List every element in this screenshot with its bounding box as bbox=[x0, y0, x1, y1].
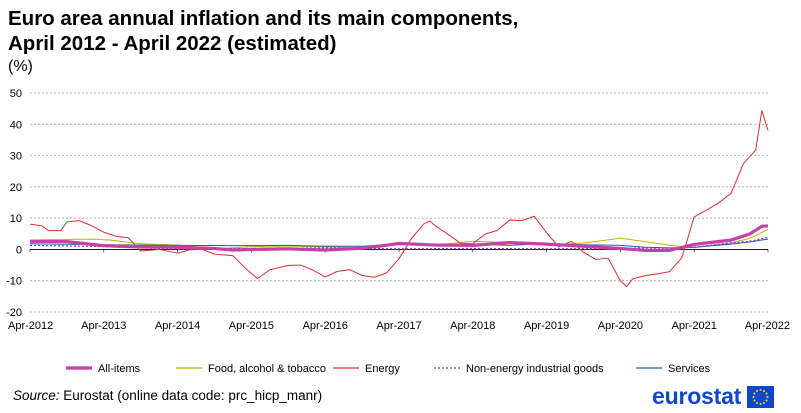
y-tick-label: 50 bbox=[10, 88, 22, 100]
flag-star bbox=[752, 395, 755, 398]
legend-label: Non-energy industrial goods bbox=[466, 363, 604, 375]
y-tick-label: 0 bbox=[16, 244, 22, 256]
y-tick-label: 20 bbox=[10, 182, 22, 194]
x-tick-label: Apr-2016 bbox=[303, 320, 348, 332]
source-text: Eurostat (online data code: prc_hicp_man… bbox=[59, 388, 323, 403]
flag-star bbox=[765, 399, 768, 401]
source-label: Source: bbox=[13, 388, 60, 403]
x-tick-label: Apr-2018 bbox=[450, 320, 495, 332]
flag-star bbox=[756, 401, 759, 404]
y-tick-label: 30 bbox=[10, 151, 22, 163]
flag-star bbox=[763, 401, 766, 404]
x-tick-label: Apr-2012 bbox=[8, 320, 53, 332]
y-tick-label: 40 bbox=[10, 119, 22, 131]
x-tick-label: Apr-2022 bbox=[745, 320, 790, 332]
y-tick-label: 10 bbox=[10, 213, 22, 225]
x-tick-label: Apr-2017 bbox=[376, 320, 421, 332]
eurostat-logo: eurostat bbox=[652, 383, 775, 410]
logo-text: eurostat bbox=[652, 383, 742, 409]
x-tick-label: Apr-2021 bbox=[672, 320, 717, 332]
flag-star bbox=[753, 392, 756, 394]
flag-star bbox=[765, 392, 768, 394]
flag-star bbox=[756, 389, 759, 392]
chart-title: Euro area annual inflation and its main … bbox=[8, 6, 518, 56]
x-tick-label: Apr-2013 bbox=[81, 320, 126, 332]
series-line-non-energy-industrial-goods bbox=[29, 236, 769, 250]
x-tick-label: Apr-2019 bbox=[524, 320, 569, 332]
y-tick-label: -20 bbox=[6, 307, 22, 319]
flag-star bbox=[763, 389, 766, 392]
y-tick-label: -10 bbox=[6, 276, 22, 288]
flag-star bbox=[759, 402, 762, 405]
legend-label: Food, alcohol & tobacco bbox=[208, 363, 326, 375]
flag-star bbox=[766, 395, 769, 398]
x-tick-label: Apr-2015 bbox=[229, 320, 274, 332]
series-line-energy bbox=[29, 110, 769, 288]
flag-star bbox=[753, 399, 756, 401]
title-line-2: April 2012 - April 2022 (estimated) bbox=[8, 32, 337, 55]
x-tick-label: Apr-2020 bbox=[598, 320, 643, 332]
title-line-1: Euro area annual inflation and its main … bbox=[8, 7, 519, 30]
legend-label: All-items bbox=[98, 363, 141, 375]
x-tick-label: Apr-2014 bbox=[155, 320, 200, 332]
series-line-all-items bbox=[29, 224, 769, 252]
flag-star bbox=[759, 388, 762, 391]
eu-flag-icon bbox=[747, 385, 775, 408]
source-note: Source: Eurostat (online data code: prc_… bbox=[13, 388, 322, 403]
legend-label: Energy bbox=[365, 363, 400, 375]
legend-label: Services bbox=[668, 363, 711, 375]
unit-label: (%) bbox=[8, 58, 33, 75]
